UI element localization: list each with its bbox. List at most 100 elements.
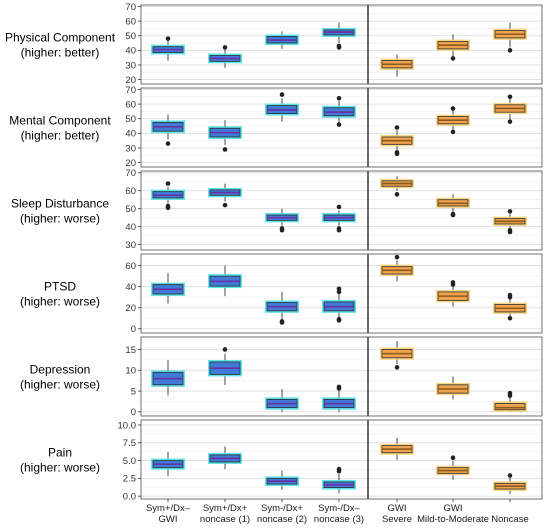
panel-label-line1: Sleep Disturbance <box>11 197 109 211</box>
panel-5: 0 5 10 15 Depression(higher: worse) <box>20 336 543 418</box>
box-7 <box>493 390 527 412</box>
box-glow <box>151 120 185 134</box>
box-glow <box>493 401 527 412</box>
y-tick-label: 50 <box>125 114 136 125</box>
y-tick-label: 5.0 <box>123 456 136 467</box>
panel-6: 0.0 2.5 5.0 7.5 10.0 Pain(higher: worse) <box>20 419 543 502</box>
box-glow <box>436 289 470 303</box>
box-4 <box>322 466 356 494</box>
box-glow <box>265 300 299 313</box>
box-5 <box>380 254 414 282</box>
outlier-point <box>394 192 400 197</box>
box-glow <box>265 212 299 223</box>
y-tick-label: 7.5 <box>123 438 136 449</box>
box-3 <box>265 470 299 490</box>
box-3 <box>265 208 299 233</box>
y-tick-label: 20 <box>125 75 136 86</box>
outlier-point <box>336 386 342 391</box>
y-tick-label: 0.0 <box>123 491 136 502</box>
panel-label-line2: (higher: worse) <box>20 461 100 475</box>
box-7 <box>493 22 527 53</box>
box-6 <box>436 34 470 61</box>
outlier-point <box>450 106 456 111</box>
box-glow <box>265 476 299 487</box>
outlier-point <box>450 129 456 135</box>
outlier-point <box>450 282 456 287</box>
box-1 <box>151 36 185 61</box>
outlier-point <box>165 205 171 211</box>
outlier-point <box>336 318 342 323</box>
box-glow <box>436 382 470 396</box>
outlier-point <box>279 320 285 325</box>
box-glow <box>493 28 527 40</box>
outlier-point <box>165 141 171 146</box>
box-glow <box>322 299 356 313</box>
panel-background <box>141 171 542 250</box>
panel-label-line1: Mental Component <box>9 114 111 128</box>
box-glow <box>380 443 414 455</box>
box-glow <box>265 397 299 410</box>
outlier-point <box>279 92 285 97</box>
y-tick-label: 30 <box>125 240 136 251</box>
box-glow <box>322 27 356 37</box>
y-tick-label: 50 <box>125 204 136 215</box>
box-7 <box>493 292 527 321</box>
y-tick-label: 50 <box>125 31 136 42</box>
box-glow <box>208 452 242 464</box>
panel-border <box>140 253 543 334</box>
box-5 <box>380 176 414 197</box>
panel-background <box>141 254 542 333</box>
box-glow <box>208 274 242 289</box>
box-1 <box>151 181 185 211</box>
x-category-label-line1: Sym+/Dx– <box>146 503 191 514</box>
box-glow <box>208 53 242 64</box>
box-glow <box>208 126 242 140</box>
y-tick-label: 10.0 <box>118 420 137 431</box>
panel-label-line1: PTSD <box>44 280 76 294</box>
y-tick-label: 0 <box>131 324 136 335</box>
x-category-label-line1: Sym+/Dx+ <box>203 503 248 514</box>
box-5 <box>380 125 414 157</box>
panel-border <box>140 170 543 251</box>
x-category-label-line2: Noncase <box>491 514 529 525</box>
panel-background <box>141 5 542 84</box>
panel-label-line1: Pain <box>48 446 72 460</box>
outlier-point <box>507 119 513 124</box>
box-glow <box>380 178 414 189</box>
y-tick-label: 60 <box>125 261 136 272</box>
box-2 <box>208 120 242 152</box>
x-category-label-line2: Mild-to-Moderate <box>417 514 489 525</box>
box-2 <box>208 347 242 385</box>
outlier-point <box>222 45 228 50</box>
outlier-point <box>222 147 228 152</box>
box-glow <box>436 39 470 51</box>
box-glow <box>208 187 242 198</box>
box-6 <box>436 280 470 307</box>
panel-border <box>140 336 543 417</box>
outlier-point <box>507 48 513 53</box>
panel-1: 20 30 40 50 60 70 Physical Component(higher: b… <box>5 2 543 86</box>
box-glow <box>493 216 527 226</box>
box-6 <box>436 194 470 218</box>
box-glow <box>322 212 356 223</box>
outlier-point <box>507 229 513 235</box>
box-6 <box>436 376 470 400</box>
outlier-point <box>336 468 342 474</box>
outlier-point <box>450 212 456 218</box>
y-tick-label: 40 <box>125 282 136 293</box>
outlier-point <box>507 94 513 100</box>
outlier-point <box>336 122 342 127</box>
box-6 <box>436 106 470 135</box>
x-category-label-line2: noncase (3) <box>314 514 364 525</box>
outlier-point <box>394 365 400 370</box>
box-glow <box>493 302 527 314</box>
box-4 <box>322 384 356 412</box>
box-3 <box>265 388 299 412</box>
box-glow <box>380 135 414 147</box>
box-1 <box>151 359 185 396</box>
box-glow <box>151 458 185 470</box>
box-glow <box>151 189 185 200</box>
panel-3: 30 40 50 60 70 Sleep Disturbance(higher: wors… <box>11 168 543 251</box>
outlier-point <box>336 286 342 292</box>
